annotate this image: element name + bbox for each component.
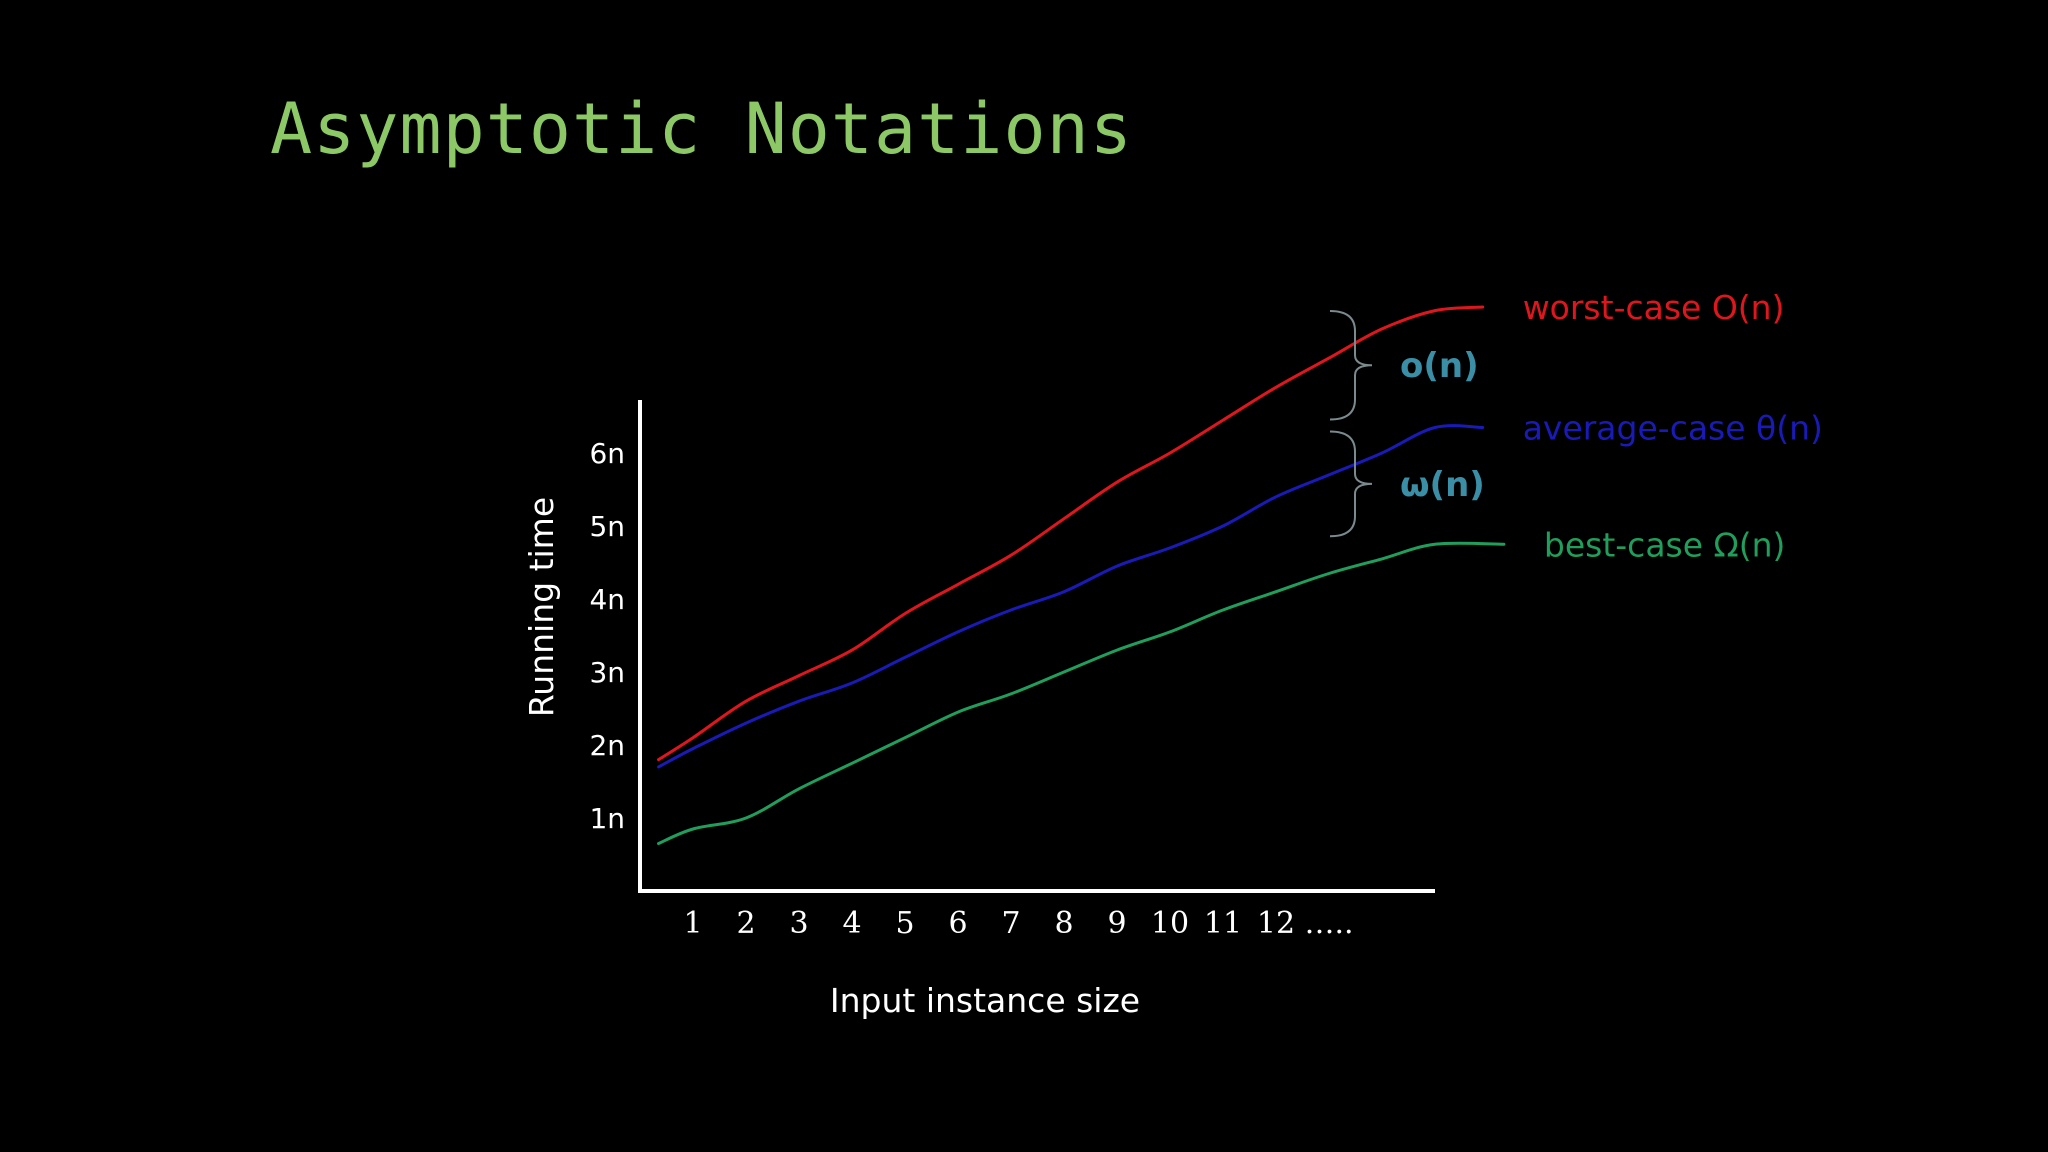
gap-label: o(n) — [1400, 346, 1479, 386]
series-label-best: best-case Ω(n) — [1544, 525, 1786, 564]
x-tick-label: 7 — [1001, 906, 1020, 941]
x-tick-label: ….. — [1304, 906, 1353, 941]
series-line-average — [657, 424, 1485, 769]
series-line-best — [657, 541, 1506, 846]
x-tick-label: 6 — [948, 906, 967, 941]
x-axis-label: Input instance size — [830, 981, 1140, 1020]
y-axis-label: Running time — [522, 497, 561, 717]
x-tick-label: 12 — [1257, 906, 1295, 941]
x-tick-label: 8 — [1054, 906, 1073, 941]
x-tick-label: 3 — [789, 906, 808, 941]
chart-axes — [638, 400, 1435, 893]
gap-label: ω(n) — [1400, 465, 1485, 505]
gap-brackets: o(n) ω(n) — [1329, 310, 1485, 538]
gap-bracket — [1329, 430, 1373, 538]
y-tick-label: 1n — [589, 802, 625, 835]
x-tick-labels: 1 2 3 4 5 6 7 8 9 10 11 12….. — [683, 906, 1353, 941]
gap-bracket — [1329, 310, 1373, 421]
x-tick-label: 2 — [736, 906, 755, 941]
y-tick-label: 3n — [589, 656, 625, 689]
x-tick-label: 4 — [842, 906, 861, 941]
x-tick-label: 11 — [1204, 906, 1242, 941]
y-tick-labels: 1n 2n 3n 4n 5n 6n — [589, 437, 625, 835]
x-tick-label: 10 — [1151, 906, 1189, 941]
y-tick-label: 4n — [589, 583, 625, 616]
series-labels: worst-case O(n) average-case θ(n) best-cas… — [1523, 288, 1823, 564]
series-label-worst: worst-case O(n) — [1523, 288, 1785, 327]
series-label-average: average-case θ(n) — [1523, 408, 1823, 447]
y-tick-label: 2n — [589, 729, 625, 762]
y-tick-label: 5n — [589, 510, 625, 543]
x-tick-label: 5 — [895, 906, 914, 941]
series-line-worst — [657, 305, 1485, 762]
y-tick-label: 6n — [589, 437, 625, 470]
series-layer — [657, 305, 1506, 846]
x-tick-label: 9 — [1107, 906, 1126, 941]
x-tick-label: 1 — [683, 906, 702, 941]
slide-title: Asymptotic Notations — [270, 88, 1133, 170]
